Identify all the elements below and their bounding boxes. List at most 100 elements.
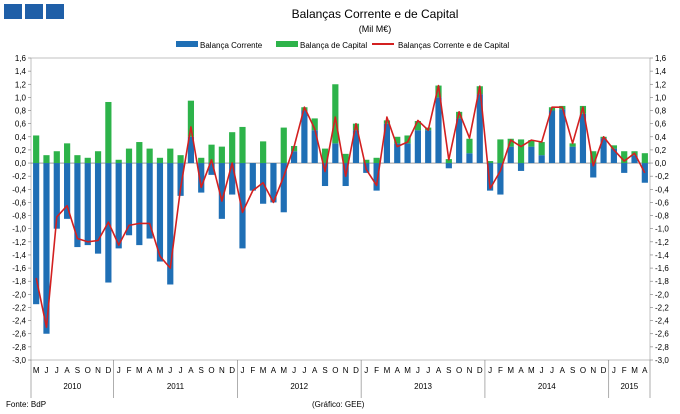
x-tick-label: M	[136, 366, 143, 375]
bar-current	[404, 143, 411, 164]
y-tick-label-left: 0,0	[15, 159, 27, 168]
y-tick-label-left: -2,0	[12, 290, 26, 299]
bar-capital	[445, 159, 452, 164]
y-tick-label-right: -0,6	[655, 198, 669, 207]
x-tick-label: M	[33, 366, 40, 375]
y-tick-label-left: 0,6	[15, 120, 27, 129]
x-tick-label: A	[518, 366, 524, 375]
bar-current	[177, 163, 184, 196]
bar-capital	[94, 151, 102, 164]
bar-capital	[517, 139, 525, 164]
x-tick-label: M	[507, 366, 514, 375]
credit-note: (Gráfico: GEE)	[312, 400, 365, 409]
legend: Balança Corrente Balança de Capital Bala…	[176, 41, 509, 50]
bar-capital	[569, 143, 576, 147]
y-tick-label-right: -1,6	[655, 264, 669, 273]
legend-swatch-capital	[276, 41, 298, 47]
x-tick-label: M	[631, 366, 638, 375]
bar-capital	[486, 161, 494, 164]
bar-current	[280, 163, 287, 213]
x-tick-label: F	[127, 366, 132, 375]
y-tick-label-right: -1,8	[655, 277, 669, 286]
x-tick-label: F	[250, 366, 255, 375]
x-tick-label: J	[612, 366, 616, 375]
y-tick-label-right: 1,6	[655, 54, 667, 63]
y-tick-label-left: -1,2	[12, 238, 26, 247]
y-tick-label-right: -2,6	[655, 330, 669, 339]
x-tick-label: J	[364, 366, 368, 375]
bar-current	[610, 148, 617, 164]
x-tick-label: S	[199, 366, 204, 375]
x-tick-label: J	[416, 366, 420, 375]
x-tick-label: F	[622, 366, 627, 375]
x-tick-label: J	[44, 366, 48, 375]
y-tick-label-right: -3,0	[655, 356, 669, 365]
bar-current	[74, 163, 81, 248]
x-tick-label: J	[55, 366, 59, 375]
bar-capital	[538, 142, 545, 156]
bar-current	[125, 163, 133, 236]
y-tick-label-left: 1,2	[15, 80, 27, 89]
bar-current	[311, 130, 318, 164]
bar-current	[414, 130, 421, 164]
y-tick-label-left: -2,2	[12, 303, 26, 312]
bar-current	[229, 163, 236, 195]
x-tick-label: N	[467, 366, 473, 375]
y-tick-label-left: -2,8	[12, 343, 26, 352]
x-tick-label: O	[332, 366, 338, 375]
bar-current	[507, 146, 514, 164]
bar-current	[641, 163, 648, 183]
y-tick-label-right: -1,0	[655, 225, 669, 234]
bar-current	[84, 163, 91, 246]
bar-current	[115, 163, 122, 249]
x-tick-label: O	[85, 366, 91, 375]
bar-capital	[136, 142, 143, 164]
y-tick-label-right: 1,2	[655, 80, 667, 89]
x-tick-label: J	[292, 366, 296, 375]
bar-current	[538, 155, 545, 164]
bar-capital	[260, 141, 267, 164]
bar-capital	[342, 153, 349, 164]
y-tick-label-left: -2,4	[12, 317, 26, 326]
bar-current	[239, 163, 246, 249]
x-tick-label: J	[302, 366, 306, 375]
x-tick-label: J	[168, 366, 172, 375]
bar-current	[53, 163, 60, 229]
bar-capital	[43, 155, 50, 164]
y-tick-label-left: -0,4	[12, 185, 26, 194]
bar-current	[631, 155, 638, 164]
bar-capital	[177, 155, 184, 164]
bar-current	[249, 163, 256, 191]
y-tick-label-left: 0,2	[15, 146, 27, 155]
y-tick-label-left: 1,0	[15, 93, 27, 102]
bar-current	[321, 163, 329, 187]
x-tick-label: J	[426, 366, 430, 375]
y-tick-label-right: 1,0	[655, 93, 667, 102]
y-tick-label-right: -2,4	[655, 317, 669, 326]
bar-capital	[414, 121, 421, 131]
bar-capital	[507, 138, 514, 147]
logo-block	[4, 4, 22, 19]
x-tick-label: A	[188, 366, 194, 375]
y-tick-label-right: -2,0	[655, 290, 669, 299]
bar-current	[167, 163, 174, 285]
y-tick-label-left: -2,6	[12, 330, 26, 339]
y-tick-label-left: 0,4	[15, 133, 27, 142]
bar-capital	[208, 144, 215, 164]
legend-swatch-current	[176, 41, 198, 47]
x-tick-label: A	[147, 366, 153, 375]
bar-capital	[621, 151, 628, 164]
bar-capital	[53, 151, 60, 164]
bar-capital	[394, 136, 401, 144]
legend-label-total: Balanças Corrente e de Capital	[398, 41, 509, 50]
y-tick-label-left: -1,6	[12, 264, 26, 273]
bar-capital	[64, 143, 71, 164]
bar-current	[373, 163, 380, 191]
bar-current	[290, 151, 298, 164]
bar-capital	[332, 84, 339, 144]
bar-capital	[590, 151, 597, 164]
bar-current	[146, 163, 153, 239]
line-total	[35, 84, 646, 329]
bar-current	[187, 136, 195, 164]
